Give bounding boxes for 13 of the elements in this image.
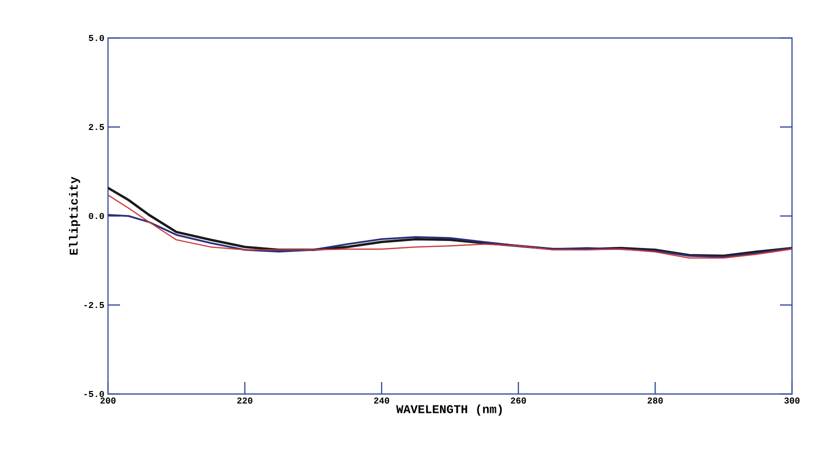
x-axis-title: WAVELENGTH (nm) xyxy=(396,404,502,416)
y-axis-title: Ellipticity xyxy=(68,176,80,255)
x-tick-label: 300 xyxy=(784,398,800,404)
y-tick-label: 2.5 xyxy=(88,124,104,130)
y-tick-label: -2.5 xyxy=(84,302,104,308)
x-tick-label: 240 xyxy=(374,398,390,404)
x-tick-label: 260 xyxy=(510,398,526,404)
x-tick-label: 280 xyxy=(648,398,663,404)
y-tick-label: 5.0 xyxy=(88,34,104,42)
x-tick-label: 200 xyxy=(100,398,116,404)
y-tick-label: -5.0 xyxy=(84,390,104,398)
y-tick-label: 0.0 xyxy=(88,212,104,220)
x-tick-label: 220 xyxy=(237,398,252,404)
